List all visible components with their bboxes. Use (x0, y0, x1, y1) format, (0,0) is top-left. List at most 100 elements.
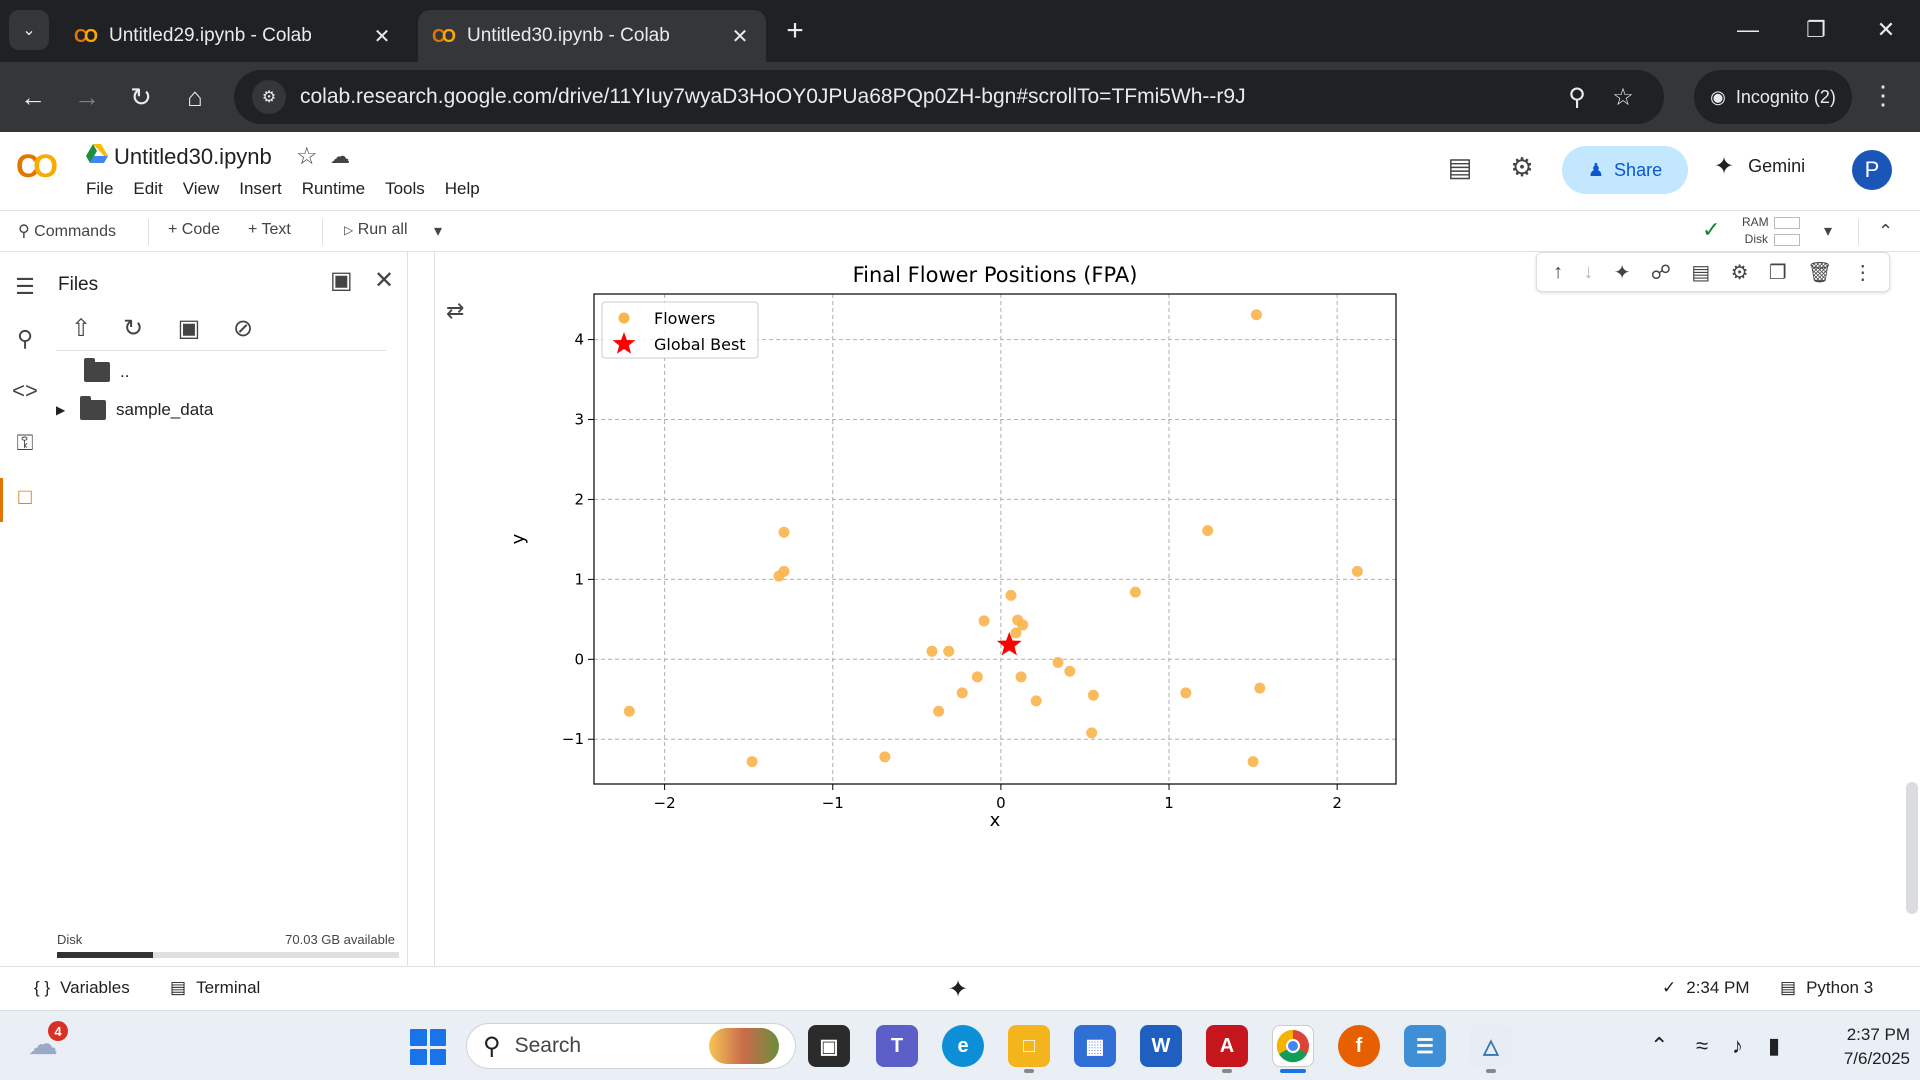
show-hidden-icons-icon[interactable]: ⌃ (1650, 1033, 1669, 1058)
python-installer-icon[interactable]: △ (1470, 1025, 1512, 1067)
site-info-icon[interactable]: ⚙ (252, 80, 286, 114)
back-icon[interactable]: ← (20, 81, 46, 112)
settings-gear-icon[interactable]: ⚙ (1510, 152, 1534, 182)
run-all-button[interactable]: ▷ Run all (344, 221, 408, 239)
link-icon[interactable]: ☍ (1650, 261, 1672, 284)
windows-start-icon[interactable] (410, 1029, 446, 1065)
browser-tab-untitled30[interactable]: CO Untitled30.ipynb - Colab ✕ (418, 10, 766, 62)
variables-button[interactable]: { } Variables (34, 978, 130, 998)
upload-file-icon[interactable]: ⇧ (70, 315, 92, 342)
cell-toolbar: ↑ ↓ ✦ ☍ ▤ ⚙ ❐ 🗑 ⋮ (1536, 252, 1890, 292)
bookmark-star-icon[interactable]: ☆ (1612, 83, 1634, 111)
gemini-cell-icon[interactable]: ✦ (1613, 261, 1631, 284)
avatar[interactable]: P (1852, 150, 1892, 190)
terminal-button[interactable]: ▤ Terminal (170, 978, 260, 998)
tab-close-icon[interactable]: ✕ (373, 25, 391, 48)
volume-icon[interactable]: ♪ (1732, 1033, 1743, 1058)
home-icon[interactable]: ⌂ (187, 81, 203, 112)
chrome-icon[interactable] (1272, 1025, 1314, 1067)
more-options-icon[interactable]: ⋮ (1852, 261, 1873, 284)
restore-icon[interactable]: ❐ (1806, 17, 1826, 42)
table-of-contents-icon[interactable]: ☰ (15, 274, 35, 299)
menu-tools[interactable]: Tools (385, 179, 425, 198)
firefox-icon[interactable]: f (1338, 1025, 1380, 1067)
reload-icon[interactable]: ↻ (130, 81, 152, 112)
gemini-button[interactable]: ✦ Gemini (1714, 152, 1805, 181)
zoom-icon[interactable]: ⚲ (1568, 83, 1586, 111)
refresh-icon[interactable]: ↻ (122, 315, 144, 342)
task-view-icon[interactable]: ▣ (808, 1025, 850, 1067)
comments-icon[interactable]: ▤ (1447, 152, 1473, 182)
move-up-icon[interactable]: ↑ (1553, 260, 1564, 283)
folder-row-sample-data[interactable]: ▶ sample_data (56, 396, 213, 420)
tab-close-icon[interactable]: ✕ (731, 25, 749, 48)
execution-status[interactable]: ✓ 2:34 PM (1662, 978, 1750, 998)
global-best-star (996, 631, 1022, 656)
battery-icon[interactable]: ▮ (1768, 1033, 1781, 1058)
run-all-dropdown-icon[interactable]: ▾ (434, 223, 443, 240)
taskbar-search[interactable]: ⚲ Search (466, 1023, 796, 1069)
url-text[interactable]: colab.research.google.com/drive/11YIuy7w… (300, 85, 1246, 108)
colab-logo-icon[interactable]: CO (16, 148, 58, 184)
clock[interactable]: 2:37 PM 7/6/2025 (1810, 1023, 1910, 1071)
collapse-header-icon[interactable]: ⌃ (1878, 221, 1894, 241)
flower-point (943, 645, 955, 657)
runtime-status[interactable]: ▤ Python 3 (1780, 978, 1873, 998)
hide-files-icon[interactable]: ⊘ (232, 315, 254, 342)
browser-menu-icon[interactable]: ⋮ (1870, 80, 1896, 110)
move-down-icon[interactable]: ↓ (1583, 260, 1594, 283)
close-panel-icon[interactable]: ✕ (374, 267, 395, 294)
run-all-label: Run all (357, 221, 408, 238)
code-snippets-icon[interactable]: <> (12, 378, 38, 403)
menu-help[interactable]: Help (444, 179, 480, 198)
parent-directory-row[interactable]: .. (84, 358, 129, 382)
expand-caret-icon[interactable]: ▶ (56, 403, 66, 417)
secrets-key-icon[interactable]: ⚿ (16, 430, 34, 455)
teams-icon[interactable]: T (876, 1025, 918, 1067)
cell-settings-icon[interactable]: ⚙ (1730, 261, 1749, 284)
new-tab-icon[interactable]: + (786, 14, 804, 47)
runtime-dropdown-icon[interactable]: ▾ (1824, 223, 1833, 240)
menu-insert[interactable]: Insert (239, 179, 282, 198)
incognito-badge[interactable]: ◉ Incognito (2) (1694, 70, 1852, 124)
minimize-icon[interactable]: — (1737, 17, 1759, 42)
files-folder-icon[interactable]: □ (18, 484, 32, 509)
flower-point (746, 756, 758, 768)
mirror-cell-icon[interactable]: ❐ (1768, 261, 1787, 284)
browser-tab-untitled29[interactable]: CO Untitled29.ipynb - Colab ✕ (60, 10, 408, 62)
share-button[interactable]: ♟ Share (1562, 146, 1688, 194)
commands-button[interactable]: ⚲ Commands (18, 221, 116, 241)
notebook-title[interactable]: Untitled30.ipynb (114, 144, 272, 169)
runtime-label: Python 3 (1806, 978, 1874, 997)
acrobat-icon[interactable]: A (1206, 1025, 1248, 1067)
star-icon[interactable]: ☆ (296, 143, 318, 170)
wifi-icon[interactable]: ≈ (1696, 1033, 1709, 1058)
tab-search-chevron-icon[interactable]: ⌄ (9, 10, 49, 50)
menu-runtime[interactable]: Runtime (301, 179, 366, 198)
menu-file[interactable]: File (86, 179, 114, 198)
add-code-button[interactable]: + Code (168, 221, 221, 238)
resource-monitor[interactable]: RAM Disk (1742, 214, 1802, 248)
gemini-status-icon[interactable]: ✦ (948, 976, 969, 1003)
legend-label: Global Best (654, 335, 746, 354)
delete-icon[interactable]: 🗑 (1807, 261, 1833, 284)
open-in-tab-icon[interactable]: ▣ (330, 267, 353, 294)
notepad-icon[interactable]: ☰ (1404, 1025, 1446, 1067)
file-explorer-icon[interactable]: □ (1008, 1025, 1050, 1067)
word-icon[interactable]: W (1140, 1025, 1182, 1067)
vertical-scrollbar[interactable] (1906, 782, 1918, 914)
find-replace-icon[interactable]: ⚲ (16, 326, 34, 351)
edge-icon[interactable]: e (942, 1025, 984, 1067)
forward-icon[interactable]: → (74, 81, 100, 112)
menu-edit[interactable]: Edit (133, 179, 163, 198)
omnibox[interactable]: ⚙ colab.research.google.com/drive/11YIuy… (234, 70, 1664, 124)
legend-label: Flowers (654, 309, 715, 328)
close-window-icon[interactable]: ✕ (1876, 17, 1896, 42)
terminal-icon: ▤ (170, 978, 187, 997)
microsoft-store-icon[interactable]: ▦ (1074, 1025, 1116, 1067)
menu-view[interactable]: View (182, 179, 220, 198)
mount-drive-icon[interactable]: ▣ (177, 315, 201, 342)
output-actions-icon[interactable]: ⇄ (446, 298, 465, 323)
comment-icon[interactable]: ▤ (1691, 261, 1711, 284)
add-text-button[interactable]: + Text (248, 221, 291, 238)
